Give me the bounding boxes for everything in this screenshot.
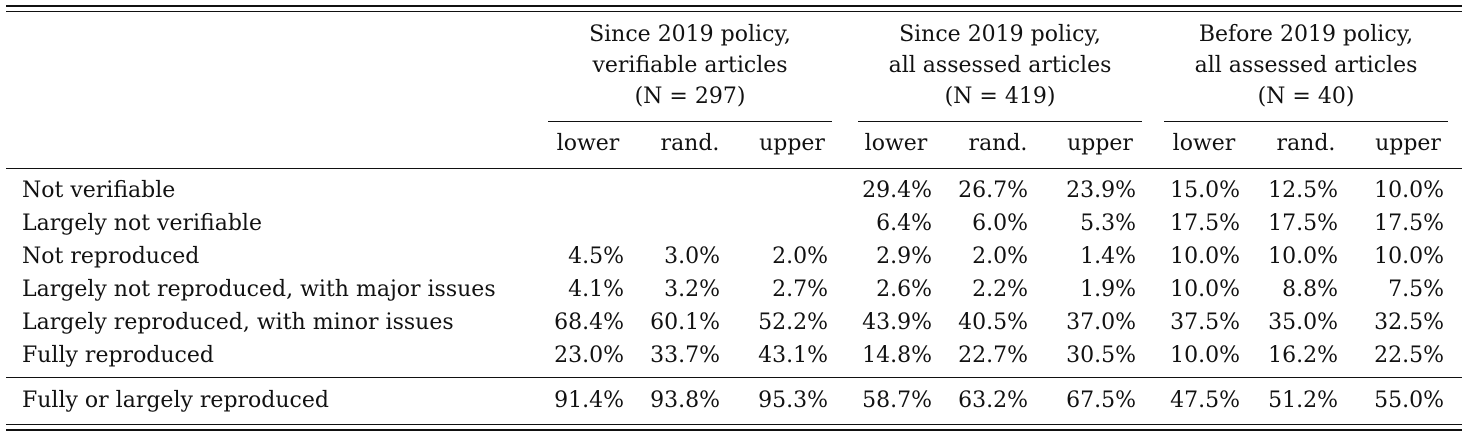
cell: 30.5% — [1066, 343, 1136, 368]
cell: 22.7% — [958, 343, 1028, 368]
subheader-g1-upper: upper — [759, 131, 825, 156]
cell: 23.9% — [1066, 178, 1136, 203]
summary-cell: 91.4% — [554, 388, 624, 413]
top-rule-2 — [6, 11, 1462, 12]
summary-cell: 58.7% — [862, 388, 932, 413]
group-header-2-line2: all assessed articles — [888, 53, 1112, 78]
cell: 60.1% — [650, 310, 720, 335]
cell: 10.0% — [1268, 244, 1338, 269]
cell: 32.5% — [1374, 310, 1444, 335]
cell: 10.0% — [1170, 277, 1240, 302]
cell: 37.5% — [1170, 310, 1240, 335]
group-2-underline — [858, 121, 1142, 122]
cell: 43.1% — [758, 343, 828, 368]
cell: 4.1% — [568, 277, 624, 302]
bottom-rule-2 — [6, 429, 1462, 431]
cell: 2.0% — [772, 244, 828, 269]
row-label-largely-reproduced: Largely reproduced, with minor issues — [22, 310, 454, 335]
group-1-underline — [548, 121, 832, 122]
group-header-2-n: (N = 419) — [944, 84, 1056, 109]
subheader-g2-upper: upper — [1067, 131, 1133, 156]
cell: 5.3% — [1080, 211, 1136, 236]
group-header-3-line1: Before 2019 policy, — [1198, 22, 1414, 47]
row-label-largely-not-verifiable: Largely not verifiable — [22, 211, 262, 236]
subheader-g2-rand: rand. — [968, 131, 1028, 156]
cell: 22.5% — [1374, 343, 1444, 368]
cell: 2.9% — [876, 244, 932, 269]
cell: 15.0% — [1170, 178, 1240, 203]
bottom-rule-1 — [6, 424, 1462, 425]
cell: 2.7% — [772, 277, 828, 302]
cell: 2.6% — [876, 277, 932, 302]
cell: 10.0% — [1374, 178, 1444, 203]
row-label-summary: Fully or largely reproduced — [22, 388, 329, 413]
cell: 37.0% — [1066, 310, 1136, 335]
cell: 52.2% — [758, 310, 828, 335]
cell: 2.2% — [972, 277, 1028, 302]
summary-cell: 63.2% — [958, 388, 1028, 413]
group-header-3-n: (N = 40) — [1257, 84, 1355, 109]
group-header-1: Since 2019 policy, verifiable articles (… — [548, 19, 832, 112]
cell: 6.4% — [876, 211, 932, 236]
cell: 43.9% — [862, 310, 932, 335]
group-3-underline — [1164, 121, 1448, 122]
cell: 10.0% — [1374, 244, 1444, 269]
cell: 14.8% — [862, 343, 932, 368]
group-header-1-line2: verifiable articles — [592, 53, 788, 78]
subheader-g3-lower: lower — [1172, 131, 1236, 156]
cell: 6.0% — [972, 211, 1028, 236]
cell: 12.5% — [1268, 178, 1338, 203]
subheader-g3-upper: upper — [1375, 131, 1441, 156]
cell: 1.9% — [1080, 277, 1136, 302]
subheader-g3-rand: rand. — [1276, 131, 1336, 156]
cell: 29.4% — [862, 178, 932, 203]
summary-cell: 47.5% — [1170, 388, 1240, 413]
summary-cell: 51.2% — [1268, 388, 1338, 413]
top-rule-1 — [6, 5, 1462, 7]
header-rule — [6, 168, 1462, 169]
subheader-g1-lower: lower — [556, 131, 620, 156]
cell: 23.0% — [554, 343, 624, 368]
group-header-3: Before 2019 policy, all assessed article… — [1164, 19, 1448, 112]
cell: 68.4% — [554, 310, 624, 335]
cell: 2.0% — [972, 244, 1028, 269]
group-header-3-line2: all assessed articles — [1194, 53, 1418, 78]
cell: 3.2% — [664, 277, 720, 302]
summary-cell: 67.5% — [1066, 388, 1136, 413]
cell: 17.5% — [1374, 211, 1444, 236]
cell: 16.2% — [1268, 343, 1338, 368]
cell: 10.0% — [1170, 244, 1240, 269]
cell: 26.7% — [958, 178, 1028, 203]
summary-cell: 95.3% — [758, 388, 828, 413]
cell: 3.0% — [664, 244, 720, 269]
subheader-g1-rand: rand. — [660, 131, 720, 156]
subheader-g2-lower: lower — [864, 131, 928, 156]
row-label-fully-reproduced: Fully reproduced — [22, 343, 214, 368]
group-header-2: Since 2019 policy, all assessed articles… — [858, 19, 1142, 112]
summary-cell: 93.8% — [650, 388, 720, 413]
summary-cell: 55.0% — [1374, 388, 1444, 413]
cell: 7.5% — [1388, 277, 1444, 302]
group-header-1-line1: Since 2019 policy, — [589, 22, 791, 47]
cell: 8.8% — [1282, 277, 1338, 302]
group-header-1-n: (N = 297) — [634, 84, 746, 109]
row-label-not-reproduced: Not reproduced — [22, 244, 200, 269]
group-header-2-line1: Since 2019 policy, — [899, 22, 1101, 47]
row-label-largely-not-reproduced: Largely not reproduced, with major issue… — [22, 277, 496, 302]
cell: 33.7% — [650, 343, 720, 368]
cell: 1.4% — [1080, 244, 1136, 269]
cell: 35.0% — [1268, 310, 1338, 335]
row-label-not-verifiable: Not verifiable — [22, 178, 176, 203]
cell: 17.5% — [1170, 211, 1240, 236]
cell: 40.5% — [958, 310, 1028, 335]
summary-rule — [6, 377, 1462, 378]
cell: 4.5% — [568, 244, 624, 269]
cell: 10.0% — [1170, 343, 1240, 368]
cell: 17.5% — [1268, 211, 1338, 236]
